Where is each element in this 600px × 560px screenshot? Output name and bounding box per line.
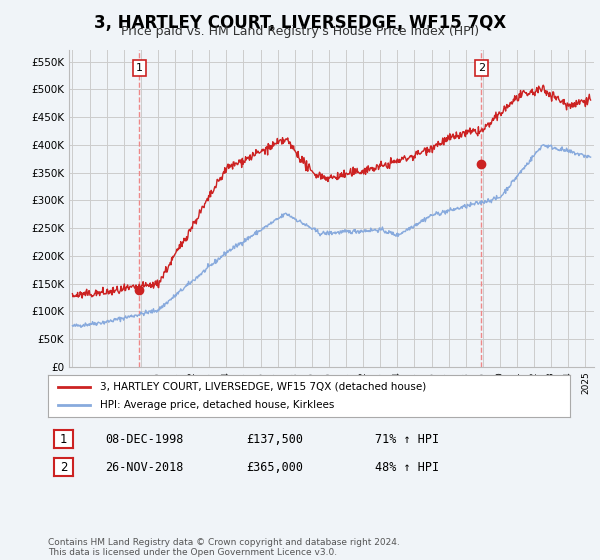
Text: 71% ↑ HPI: 71% ↑ HPI — [375, 433, 439, 446]
Text: 08-DEC-1998: 08-DEC-1998 — [105, 433, 184, 446]
Text: 26-NOV-2018: 26-NOV-2018 — [105, 461, 184, 474]
Text: 3, HARTLEY COURT, LIVERSEDGE, WF15 7QX (detached house): 3, HARTLEY COURT, LIVERSEDGE, WF15 7QX (… — [100, 382, 427, 392]
Text: Contains HM Land Registry data © Crown copyright and database right 2024.
This d: Contains HM Land Registry data © Crown c… — [48, 538, 400, 557]
Text: 2: 2 — [478, 63, 485, 73]
Text: 48% ↑ HPI: 48% ↑ HPI — [375, 461, 439, 474]
Text: Price paid vs. HM Land Registry's House Price Index (HPI): Price paid vs. HM Land Registry's House … — [121, 25, 479, 38]
Text: £137,500: £137,500 — [246, 433, 303, 446]
Text: 2: 2 — [60, 460, 67, 474]
Text: 3, HARTLEY COURT, LIVERSEDGE, WF15 7QX: 3, HARTLEY COURT, LIVERSEDGE, WF15 7QX — [94, 14, 506, 32]
Text: 1: 1 — [60, 432, 67, 446]
Text: 1: 1 — [136, 63, 143, 73]
Text: HPI: Average price, detached house, Kirklees: HPI: Average price, detached house, Kirk… — [100, 400, 335, 410]
Text: £365,000: £365,000 — [246, 461, 303, 474]
